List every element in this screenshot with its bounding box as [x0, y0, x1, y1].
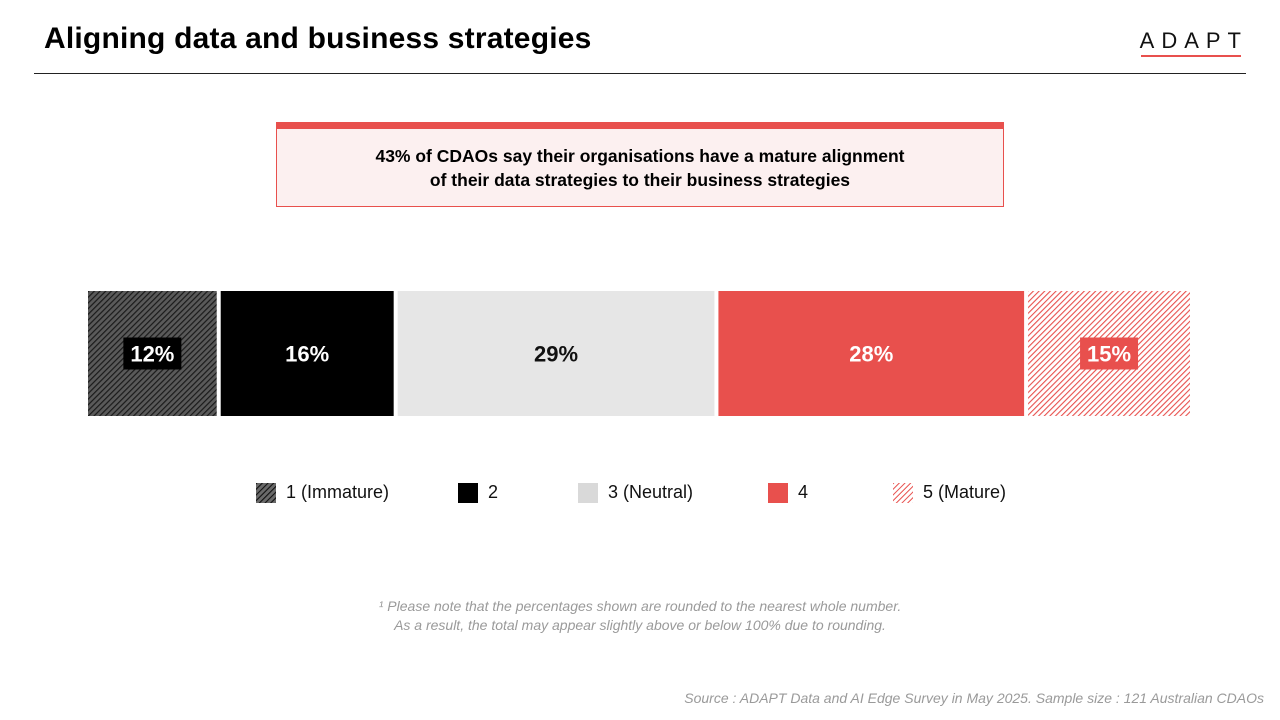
value-label-5: 15%	[1087, 342, 1131, 367]
value-label-bg-5	[1080, 337, 1139, 370]
legend-item-3: 3 (Neutral)	[578, 482, 693, 503]
callout-line-2: of their data strategies to their busine…	[429, 169, 851, 190]
legend-item-1: 1 (Immature)	[256, 482, 389, 503]
bar-segment-4	[718, 291, 1025, 416]
value-label-4: 28%	[849, 342, 893, 367]
legend-swatch-5	[893, 482, 913, 503]
value-label-2: 16%	[285, 342, 329, 367]
key-insight-callout: 43% of CDAOs say their organisations hav…	[276, 122, 1004, 207]
legend-label-1: 1 (Immature)	[286, 482, 390, 502]
footnote-line-1: ¹ Please note that the percentages shown…	[378, 598, 902, 614]
source-note: Source : ADAPT Data and AI Edge Survey i…	[684, 690, 1264, 706]
legend-swatch-1	[256, 482, 276, 503]
value-label-3: 29%	[534, 342, 578, 367]
logo-text: ADAPT	[1139, 28, 1248, 57]
legend-item-5: 5 (Mature)	[893, 482, 1006, 503]
legend-swatch-4	[768, 482, 788, 503]
bar-segment-3	[397, 291, 715, 416]
rounding-footnote: ¹ Please note that the percentages shown…	[0, 597, 1280, 635]
page-title: Aligning data and business strategies	[44, 22, 592, 55]
legend-swatch-3	[578, 482, 598, 503]
chart-legend: 1 (Immature) 2 3 (Neutral) 4 5 (Mature)	[0, 482, 1280, 506]
legend-swatch-2	[458, 482, 478, 503]
legend-label-2: 2	[488, 482, 499, 502]
legend-label-3: 3 (Neutral)	[608, 482, 694, 502]
footnote-line-2: As a result, the total may appear slight…	[394, 617, 886, 633]
bar-segment-2	[220, 291, 394, 416]
legend-item-2: 2	[458, 482, 498, 503]
callout-line-1: 43% of CDAOs say their organisations hav…	[375, 145, 905, 166]
legend-label-5: 5 (Mature)	[923, 482, 1007, 502]
adapt-logo: ADAPT	[1139, 28, 1248, 57]
legend-label-4: 4	[798, 482, 809, 502]
header-divider	[34, 73, 1246, 74]
legend-item-4: 4	[768, 482, 808, 503]
value-label-1: 12%	[130, 342, 174, 367]
value-label-bg-1	[123, 337, 182, 370]
